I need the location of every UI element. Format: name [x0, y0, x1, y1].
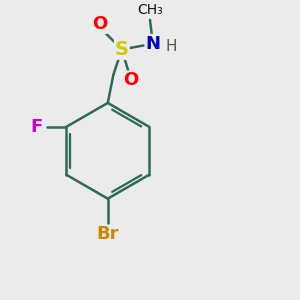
Text: Br: Br	[97, 225, 119, 243]
Text: CH₃: CH₃	[137, 3, 163, 17]
Text: F: F	[30, 118, 42, 136]
Text: H: H	[165, 39, 177, 54]
Text: O: O	[123, 71, 138, 89]
Text: S: S	[115, 40, 129, 59]
Text: O: O	[92, 15, 107, 33]
Text: N: N	[145, 35, 160, 53]
